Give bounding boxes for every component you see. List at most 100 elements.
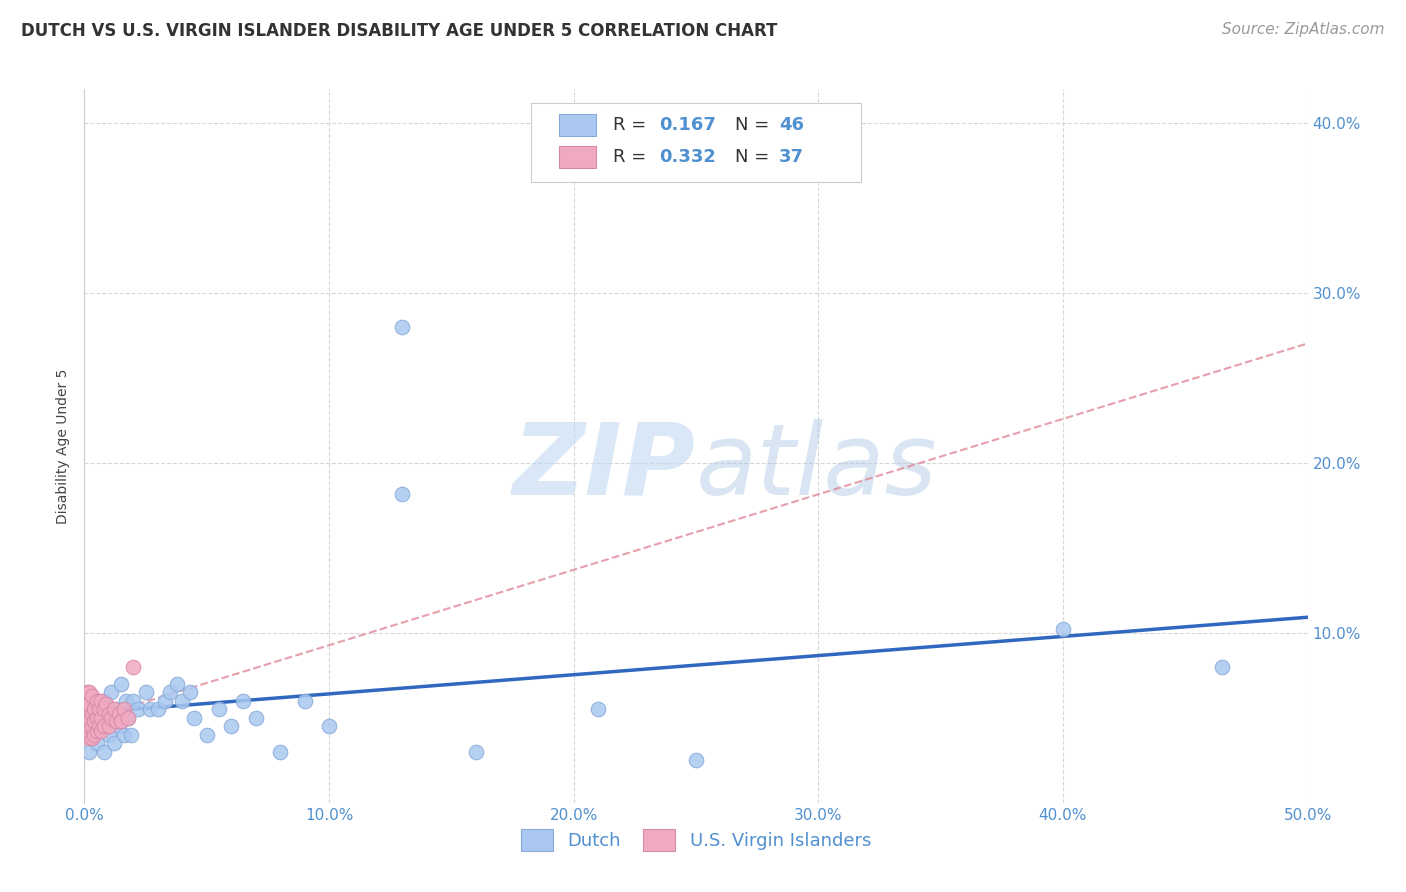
Point xyxy=(87,702,110,716)
Point xyxy=(100,685,122,699)
Point xyxy=(159,685,181,699)
Point xyxy=(90,694,112,708)
Point xyxy=(90,719,112,733)
Point xyxy=(86,711,108,725)
Text: R =: R = xyxy=(613,148,652,166)
Text: 46: 46 xyxy=(779,116,804,134)
Point xyxy=(183,711,205,725)
Point xyxy=(77,724,100,739)
Point xyxy=(179,685,201,699)
Point xyxy=(166,677,188,691)
Point xyxy=(77,745,100,759)
Point xyxy=(93,694,115,708)
Text: 37: 37 xyxy=(779,148,804,166)
Point xyxy=(219,719,242,733)
Point xyxy=(105,714,128,729)
Point xyxy=(80,711,103,725)
Point xyxy=(87,719,110,733)
Point xyxy=(77,698,100,712)
Point xyxy=(135,685,157,699)
Point xyxy=(80,719,103,733)
Y-axis label: Disability Age Under 5: Disability Age Under 5 xyxy=(56,368,70,524)
Legend: Dutch, U.S. Virgin Islanders: Dutch, U.S. Virgin Islanders xyxy=(513,822,879,858)
Point xyxy=(90,711,112,725)
Point xyxy=(93,745,115,759)
Point xyxy=(112,728,135,742)
Point xyxy=(153,694,176,708)
Point xyxy=(195,728,218,742)
Point xyxy=(391,320,413,334)
Point xyxy=(146,702,169,716)
Point xyxy=(76,711,98,725)
Point xyxy=(586,702,609,716)
Point xyxy=(464,745,486,759)
Point xyxy=(115,694,138,708)
Point xyxy=(103,736,125,750)
Point xyxy=(93,719,115,733)
Point xyxy=(122,694,145,708)
Point xyxy=(117,711,139,725)
Point xyxy=(294,694,316,708)
Point xyxy=(103,702,125,716)
Point xyxy=(97,707,120,722)
Text: N =: N = xyxy=(735,116,775,134)
FancyBboxPatch shape xyxy=(531,103,860,182)
Point xyxy=(318,719,340,733)
Point xyxy=(110,677,132,691)
Point xyxy=(208,702,231,716)
Point xyxy=(97,728,120,742)
Point xyxy=(93,702,115,716)
Point xyxy=(1052,623,1074,637)
Point xyxy=(77,714,100,729)
Text: N =: N = xyxy=(735,148,775,166)
Point xyxy=(90,724,112,739)
Point xyxy=(76,702,98,716)
Point xyxy=(117,711,139,725)
Text: 0.167: 0.167 xyxy=(659,116,716,134)
Point xyxy=(76,728,98,742)
Point xyxy=(83,728,105,742)
Point xyxy=(86,694,108,708)
Point xyxy=(80,731,103,746)
Text: DUTCH VS U.S. VIRGIN ISLANDER DISABILITY AGE UNDER 5 CORRELATION CHART: DUTCH VS U.S. VIRGIN ISLANDER DISABILITY… xyxy=(21,22,778,40)
Point xyxy=(96,698,118,712)
Point xyxy=(1211,660,1233,674)
Point xyxy=(80,707,103,722)
Point xyxy=(80,689,103,703)
Point xyxy=(112,702,135,716)
Point xyxy=(76,685,98,699)
Point xyxy=(97,719,120,733)
Point xyxy=(245,711,267,725)
Point xyxy=(110,714,132,729)
FancyBboxPatch shape xyxy=(560,114,596,136)
Point xyxy=(77,731,100,746)
Point xyxy=(685,753,707,767)
Text: 0.332: 0.332 xyxy=(659,148,716,166)
Point xyxy=(83,694,105,708)
Point xyxy=(107,707,129,722)
Point xyxy=(391,486,413,500)
Point xyxy=(122,660,145,674)
Point xyxy=(86,736,108,750)
Text: ZIP: ZIP xyxy=(513,419,696,516)
Point xyxy=(269,745,291,759)
Point xyxy=(105,702,128,716)
Point xyxy=(120,728,142,742)
Point xyxy=(172,694,194,708)
Point xyxy=(107,719,129,733)
Point xyxy=(83,702,105,716)
Point xyxy=(100,711,122,725)
Point xyxy=(96,711,118,725)
Point xyxy=(77,685,100,699)
Text: R =: R = xyxy=(613,116,652,134)
Point xyxy=(86,724,108,739)
Text: atlas: atlas xyxy=(696,419,938,516)
Text: Source: ZipAtlas.com: Source: ZipAtlas.com xyxy=(1222,22,1385,37)
FancyBboxPatch shape xyxy=(560,146,596,168)
Point xyxy=(83,714,105,729)
Point xyxy=(232,694,254,708)
Point xyxy=(127,702,149,716)
Point xyxy=(139,702,162,716)
Point xyxy=(87,702,110,716)
Point xyxy=(83,728,105,742)
